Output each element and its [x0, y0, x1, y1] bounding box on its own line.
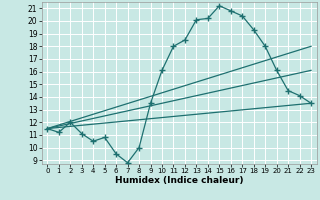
X-axis label: Humidex (Indice chaleur): Humidex (Indice chaleur)	[115, 176, 244, 185]
